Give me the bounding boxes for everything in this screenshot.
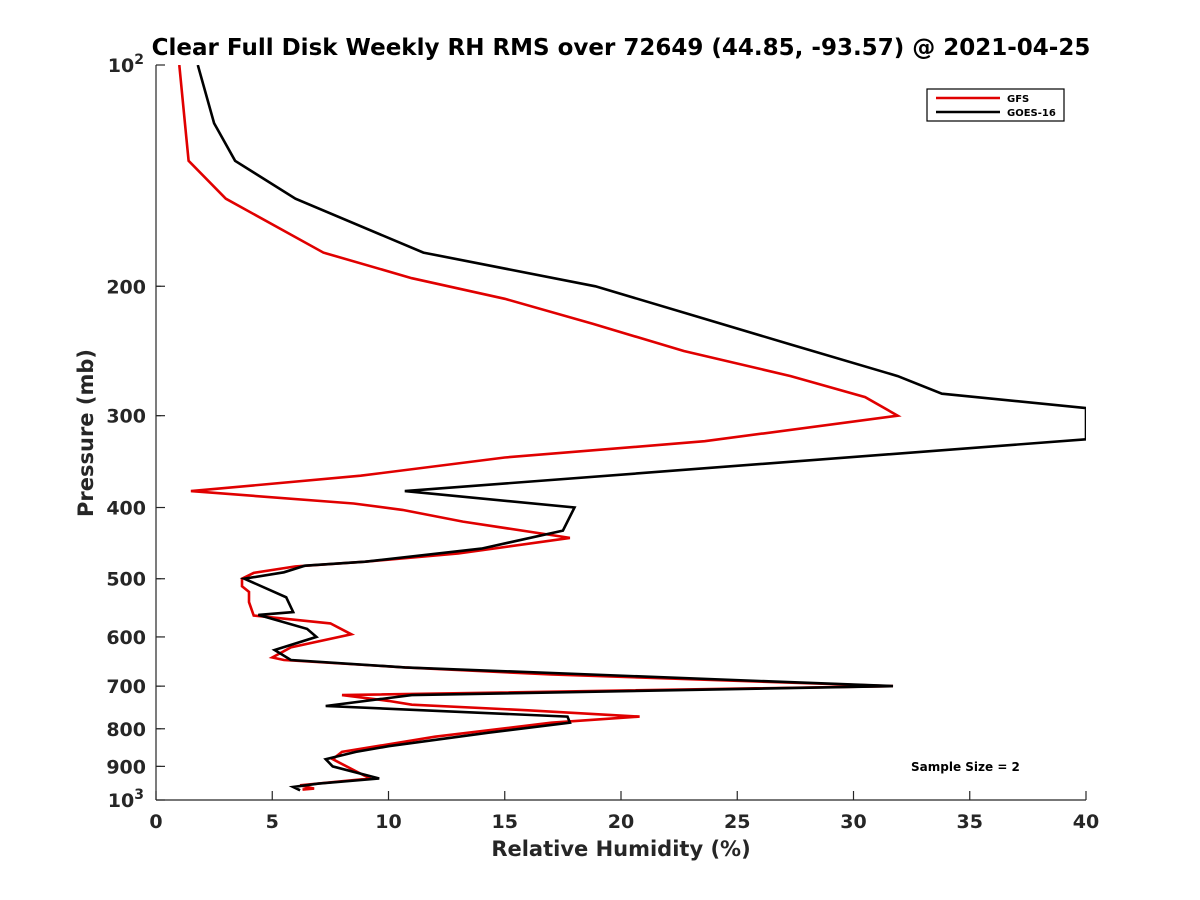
series-line-gfs — [178, 65, 902, 791]
x-tick-label: 0 — [149, 811, 162, 833]
y-tick-label: 400 — [106, 498, 146, 520]
y-tick-label: 500 — [106, 569, 146, 591]
legend-label: GOES-16 — [1007, 108, 1056, 119]
y-tick-label: 600 — [106, 627, 146, 649]
legend-box — [926, 88, 1065, 122]
plot-area: 0 5 10 15 20 25 30 35 40102200300400500600700800… — [106, 52, 1099, 833]
x-tick-label: 5 — [266, 811, 279, 833]
x-tick-label: 15 — [492, 811, 518, 833]
y-tick-label: 700 — [106, 676, 146, 698]
y-tick-label: 200 — [106, 276, 146, 298]
sample-size-annotation: Sample Size = 2 — [911, 760, 1020, 774]
y-tick-label: 300 — [106, 406, 146, 428]
y-tick-label: 900 — [106, 756, 146, 778]
x-tick-label: 30 — [840, 811, 866, 833]
x-tick-label: 25 — [724, 811, 750, 833]
series-line-goes-16 — [196, 65, 1086, 792]
x-tick-label: 35 — [957, 811, 983, 833]
x-axis-label: Relative Humidity (%) — [491, 837, 750, 861]
y-tick-label: 800 — [106, 719, 146, 741]
x-tick-label: 40 — [1073, 811, 1099, 833]
legend: GFS GOES-16 — [926, 88, 1065, 122]
x-tick-label: 10 — [375, 811, 401, 833]
chart-title: Clear Full Disk Weekly RH RMS over 72649… — [152, 35, 1091, 61]
y-axis-label: Pressure (mb) — [74, 349, 98, 517]
x-tick-label: 20 — [608, 811, 634, 833]
legend-label: GFS — [1007, 94, 1029, 105]
